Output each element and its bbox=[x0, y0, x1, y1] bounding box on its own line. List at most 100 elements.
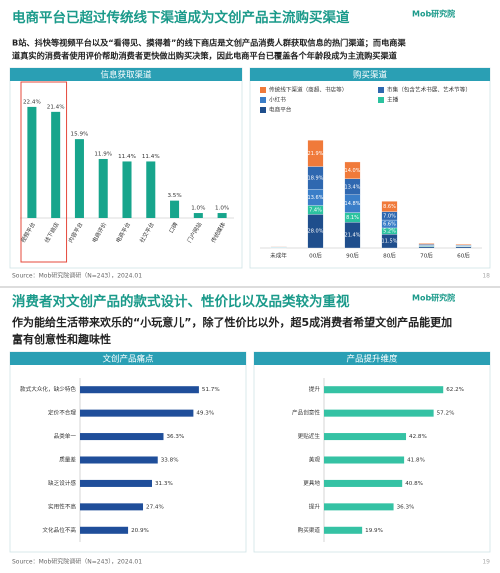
data-label: 20.9% bbox=[131, 528, 149, 534]
data-label: 42.8% bbox=[409, 434, 427, 440]
chart-header bbox=[10, 68, 242, 81]
x-tick-label: 70后 bbox=[420, 252, 433, 260]
bar bbox=[74, 139, 84, 218]
slide-subtitle: 作为能给生活带来欢乐的“小玩意儿”，除了性价比以外，超5成消费者希望文创产品能更… bbox=[12, 315, 452, 329]
bar bbox=[217, 213, 227, 218]
y-tick-label: 提升 bbox=[309, 385, 321, 393]
data-label: 40.8% bbox=[405, 481, 423, 487]
slide-title: 电商平台已超过传统线下渠道成为文创产品主流购买渠道 bbox=[12, 9, 350, 26]
data-label: 49.3% bbox=[196, 411, 214, 417]
legend-label: 主播 bbox=[387, 96, 399, 104]
chart-panel bbox=[9, 351, 247, 553]
data-label: 7.0% bbox=[383, 213, 396, 219]
legend-label: 小红书 bbox=[269, 96, 286, 104]
slide-subtitle: 富有创意性和趣味性 bbox=[12, 332, 111, 346]
highlight-box bbox=[20, 81, 68, 263]
bar bbox=[324, 409, 434, 417]
data-label: 1.0% bbox=[215, 206, 229, 212]
bar bbox=[80, 479, 152, 487]
x-tick-label: 未成年 bbox=[270, 252, 287, 260]
data-label: 31.3% bbox=[155, 481, 173, 487]
chart-title: 信息获取渠道 bbox=[100, 70, 152, 81]
chart-header bbox=[10, 352, 246, 365]
chart-panel bbox=[253, 351, 491, 553]
slide-subtitle: 道真实的消费者使用评价帮助消费者更快做出购买决策，因此电商平台已覆盖各个年龄段成… bbox=[12, 51, 398, 61]
data-label: 33.8% bbox=[161, 458, 179, 464]
page-number: 19 bbox=[482, 559, 490, 566]
data-label: 22.4% bbox=[23, 99, 41, 105]
chart-header bbox=[254, 352, 490, 365]
bar-segment bbox=[344, 161, 361, 179]
y-tick-label: 更贴近生 bbox=[298, 432, 321, 440]
legend-label: 电商平台 bbox=[269, 106, 292, 114]
bar bbox=[80, 456, 158, 464]
slide-subtitle: B站、抖快等视频平台以及“看得见、摸得着”的线下商店是文创产品消费人群获取信息的… bbox=[12, 38, 406, 49]
bar bbox=[122, 161, 132, 218]
bar bbox=[324, 503, 394, 511]
data-label: 11.4% bbox=[142, 154, 160, 160]
bar bbox=[324, 433, 407, 441]
data-label: 36.3% bbox=[166, 434, 184, 440]
data-label: 62.2% bbox=[446, 387, 464, 393]
y-tick-label: 质量差 bbox=[59, 456, 76, 464]
data-label: 27.4% bbox=[146, 504, 164, 510]
data-label: 41.8% bbox=[407, 458, 425, 464]
data-label: 57.2% bbox=[437, 411, 455, 417]
data-label: 19.9% bbox=[365, 528, 383, 534]
data-label: 8.1% bbox=[346, 215, 359, 221]
data-label: 7.4% bbox=[309, 207, 322, 213]
x-tick-label: 00后 bbox=[309, 252, 322, 260]
logo: Mob研究院 bbox=[412, 293, 455, 303]
legend-label: 市集（包含艺术书展、艺术节等） bbox=[387, 86, 471, 94]
x-tick-label: 80后 bbox=[383, 252, 396, 260]
bar bbox=[324, 456, 405, 464]
bar-segment bbox=[381, 201, 398, 212]
data-label: 21.4% bbox=[345, 233, 361, 239]
data-label: 1.0% bbox=[191, 206, 205, 212]
data-label: 13.6% bbox=[308, 195, 324, 201]
bar bbox=[193, 213, 203, 218]
legend-swatch bbox=[260, 87, 266, 93]
legend-swatch bbox=[378, 97, 384, 103]
source: Source：Mob研究院调研（N=243），2024.01 bbox=[12, 558, 142, 566]
bar bbox=[80, 409, 194, 417]
x-tick-label: 90后 bbox=[346, 252, 359, 260]
y-tick-label: 缺乏设计感 bbox=[48, 479, 76, 487]
slide-title: 消费者对文创产品的款式设计、性价比以及品类较为重视 bbox=[12, 293, 350, 310]
bar bbox=[170, 200, 180, 218]
bar-segment bbox=[455, 244, 472, 246]
data-label: 8.6% bbox=[383, 204, 396, 210]
data-label: 14.0% bbox=[345, 168, 361, 174]
bar-segment bbox=[307, 140, 324, 167]
y-tick-label: 产品创意性 bbox=[292, 409, 320, 417]
legend-swatch bbox=[260, 107, 266, 113]
chart-title: 产品提升维度 bbox=[346, 354, 398, 365]
x-tick-label: 60后 bbox=[457, 252, 470, 260]
bar bbox=[324, 479, 403, 487]
chart-title: 购买渠道 bbox=[353, 70, 388, 81]
bar bbox=[324, 526, 363, 534]
data-label: 36.3% bbox=[397, 504, 415, 510]
data-label: 18.9% bbox=[308, 175, 324, 181]
y-tick-label: 款式大众化，缺少特色 bbox=[20, 385, 76, 393]
chart-panel bbox=[249, 67, 491, 269]
bar bbox=[27, 106, 37, 218]
bar bbox=[98, 158, 108, 218]
data-label: 11.9% bbox=[94, 151, 112, 157]
data-label: 13.4% bbox=[345, 184, 361, 190]
chart-header bbox=[250, 68, 490, 81]
data-label: 14.8% bbox=[345, 201, 361, 207]
data-label: 6.6% bbox=[383, 222, 396, 228]
data-label: 28.0% bbox=[308, 229, 324, 235]
y-tick-label: 实用性不高 bbox=[48, 502, 76, 510]
bar bbox=[324, 386, 444, 394]
bar bbox=[80, 526, 129, 534]
page-number: 18 bbox=[482, 273, 490, 280]
legend-label: 传统线下渠道（商超、书店等） bbox=[269, 86, 347, 94]
data-label: 11.5% bbox=[382, 239, 398, 245]
y-tick-label: 提升 bbox=[309, 502, 321, 510]
bar bbox=[80, 386, 199, 394]
legend-swatch bbox=[378, 87, 384, 93]
bar-segment bbox=[418, 243, 435, 245]
